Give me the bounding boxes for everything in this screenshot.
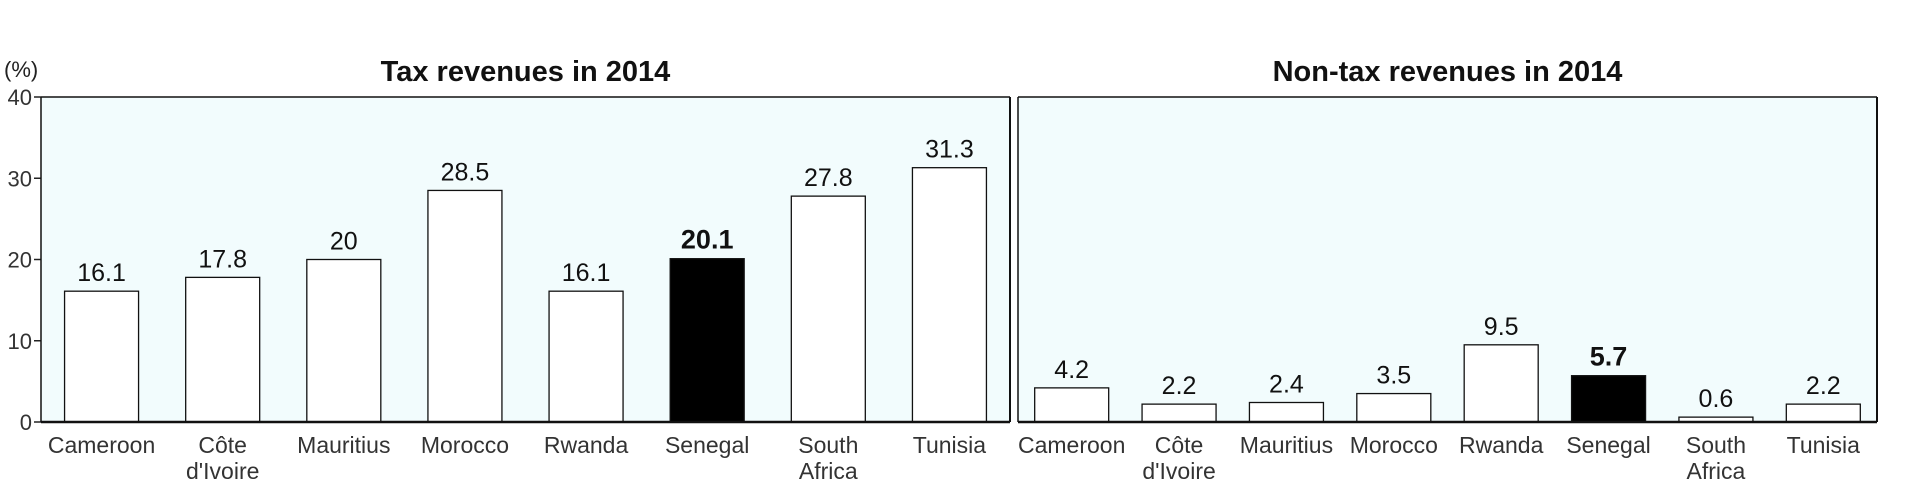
panel1-y-tick-label: 40 bbox=[8, 85, 32, 110]
panel1-bar-senegal bbox=[669, 258, 745, 423]
panel1-value-label: 20.1 bbox=[681, 225, 734, 255]
panel1-bar-rwanda bbox=[548, 290, 624, 423]
panel1-y-tick-label: 30 bbox=[8, 166, 32, 191]
panel2-category-label: Cameroon bbox=[1018, 432, 1125, 458]
panel2-category-label: Tunisia bbox=[1787, 432, 1860, 458]
panel2-bar-mauritius bbox=[1248, 401, 1325, 423]
panel1-bar-mauritius bbox=[306, 258, 382, 423]
panel2-category-label: Africa bbox=[1687, 458, 1746, 480]
panel2-value-label: 2.2 bbox=[1806, 372, 1841, 400]
panel1-category-label: d'Ivoire bbox=[186, 458, 259, 480]
panel1-bar-south-africa bbox=[790, 195, 866, 423]
panel1-value-label: 31.3 bbox=[925, 136, 974, 164]
panel1-category-label: Africa bbox=[799, 458, 858, 480]
panel1-category-label: Senegal bbox=[665, 432, 749, 458]
panel2-bar-senegal bbox=[1570, 375, 1647, 423]
panel1-category-label: Cameroon bbox=[48, 432, 155, 458]
panel1-y-tick-label: 20 bbox=[8, 248, 32, 273]
panel2-category-label: Senegal bbox=[1566, 432, 1650, 458]
panel1-category-label: Mauritius bbox=[297, 432, 390, 458]
panel2-bar-cameroon bbox=[1034, 387, 1110, 423]
panel2-plot-area bbox=[1018, 97, 1877, 422]
panel1-y-tick-label: 10 bbox=[8, 329, 32, 354]
panel1-category-label: South bbox=[798, 432, 858, 458]
panel1-value-label: 28.5 bbox=[441, 158, 490, 186]
panel2-value-label: 3.5 bbox=[1376, 362, 1411, 390]
panel1-bar-tunisia bbox=[911, 167, 988, 423]
panel1-value-label: 27.8 bbox=[804, 164, 853, 192]
y-unit-label: (%) bbox=[4, 57, 38, 82]
panel2-category-label: Côte bbox=[1155, 432, 1204, 458]
panel2-category-label: d'Ivoire bbox=[1142, 458, 1215, 480]
panel2-value-label: 4.2 bbox=[1054, 356, 1089, 384]
panel2-value-label: 0.6 bbox=[1699, 385, 1734, 413]
panel1-category-label: Rwanda bbox=[544, 432, 629, 458]
panel1-y-tick-label: 0 bbox=[20, 410, 32, 435]
panel2-category-label: Morocco bbox=[1350, 432, 1438, 458]
panel2-value-label: 2.4 bbox=[1269, 371, 1304, 399]
panel2-category-label: Rwanda bbox=[1459, 432, 1544, 458]
panel1-chart-title: Tax revenues in 2014 bbox=[381, 56, 671, 88]
panel1-bar-morocco bbox=[427, 189, 503, 423]
panel1-value-label: 20 bbox=[330, 228, 358, 256]
panel1-value-label: 16.1 bbox=[77, 259, 126, 287]
panel2-bar-c-te-d-ivoire bbox=[1141, 403, 1217, 423]
panel1-bar-c-te-d-ivoire bbox=[185, 276, 261, 423]
panel1-category-label: Côte bbox=[198, 432, 247, 458]
panel2-value-label: 2.2 bbox=[1162, 372, 1197, 400]
panel2-category-label: South bbox=[1686, 432, 1746, 458]
panel1-bar-cameroon bbox=[63, 290, 140, 423]
panel2-value-label: 9.5 bbox=[1484, 313, 1519, 341]
panel1-value-label: 16.1 bbox=[562, 259, 611, 287]
panel2-bar-rwanda bbox=[1463, 344, 1539, 423]
panel1-category-label: Morocco bbox=[421, 432, 509, 458]
panel2-category-label: Mauritius bbox=[1240, 432, 1333, 458]
panel2-chart-title: Non-tax revenues in 2014 bbox=[1273, 56, 1623, 88]
panel2-value-label: 5.7 bbox=[1590, 342, 1628, 372]
panel1-value-label: 17.8 bbox=[198, 245, 247, 273]
panel2-bar-morocco bbox=[1356, 392, 1432, 423]
panel2-bar-tunisia bbox=[1785, 403, 1861, 423]
panel1-category-label: Tunisia bbox=[913, 432, 986, 458]
